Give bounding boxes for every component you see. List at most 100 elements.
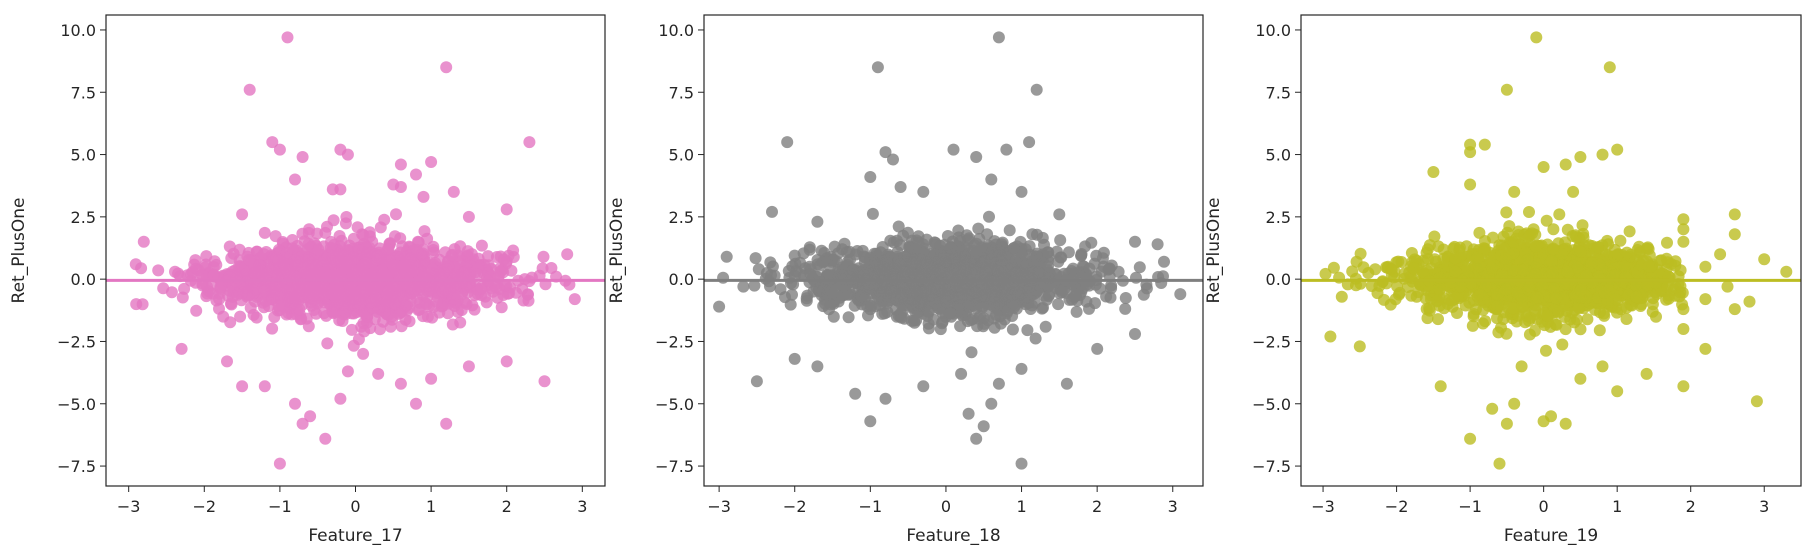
x-tick-label: 2	[1092, 497, 1102, 516]
scatter-point	[568, 293, 581, 306]
scatter-point	[225, 252, 238, 265]
scatter-point	[273, 291, 286, 304]
scatter-point	[1060, 377, 1073, 390]
scatter-point	[901, 226, 914, 239]
scatter-point	[830, 255, 843, 268]
scatter-points	[129, 31, 581, 470]
scatter-point	[914, 267, 927, 280]
scatter-point	[1728, 208, 1741, 221]
scatter-point	[137, 235, 150, 248]
subplot-feature-18: −3 −2 −1 0 1 2 310.07.55.02.50.0−2.5−5.0−7.5Fe…	[607, 14, 1204, 546]
subplot-feature-17: −3 −2 −1 0 1 2 310.07.55.02.50.0−2.5−5.0−7.5Fe…	[9, 14, 606, 546]
scatter-point	[1040, 293, 1053, 306]
scatter-point	[1500, 417, 1513, 430]
scatter-point	[811, 215, 824, 228]
scatter-point	[1324, 330, 1337, 343]
scatter-points	[1319, 31, 1793, 470]
scatter-point	[449, 280, 462, 293]
scatter-point	[1574, 151, 1587, 163]
scatter-point	[442, 260, 455, 273]
scatter-point	[1611, 385, 1624, 398]
scatter-point	[1546, 267, 1559, 280]
scatter-point	[1479, 315, 1492, 328]
scatter-point	[1596, 360, 1609, 373]
scatter-point	[1552, 305, 1565, 318]
scatter-point	[1423, 304, 1436, 317]
scatter-point	[1561, 265, 1574, 278]
scatter-point	[1506, 302, 1519, 315]
scatter-points	[713, 31, 1187, 470]
scatter-point	[341, 302, 354, 315]
scatter-point	[427, 244, 440, 256]
x-tick-label: 2	[502, 497, 512, 516]
scatter-point	[1070, 305, 1083, 318]
scatter-point	[1571, 261, 1584, 274]
scatter-point	[236, 380, 249, 393]
scatter-point	[992, 31, 1005, 44]
scatter-point	[1559, 323, 1572, 336]
scatter-point	[993, 244, 1006, 257]
scatter-point	[817, 284, 830, 297]
scatter-point	[176, 291, 189, 304]
scatter-point	[498, 279, 511, 292]
scatter-point	[319, 226, 332, 239]
scatter-point	[781, 136, 794, 149]
scatter-point	[1743, 295, 1756, 308]
scatter-point	[412, 284, 425, 297]
y-axis-label: Ret_PlusOne	[607, 198, 627, 304]
scatter-point	[1576, 219, 1589, 232]
scatter-point	[1699, 260, 1712, 273]
scatter-point	[1052, 255, 1065, 268]
scatter-point	[862, 309, 874, 322]
scatter-point	[797, 247, 810, 260]
scatter-point	[1433, 283, 1446, 296]
scatter-point	[1474, 288, 1487, 301]
scatter-point	[1478, 138, 1491, 151]
scatter-point	[266, 322, 279, 335]
scatter-point	[1434, 380, 1447, 393]
scatter-point	[152, 264, 165, 277]
scatter-point	[1039, 320, 1052, 333]
scatter-point	[1530, 31, 1543, 44]
scatter-point	[370, 294, 383, 306]
x-tick-label: −1	[1458, 497, 1482, 516]
scatter-point	[1335, 290, 1348, 303]
scatter-point	[1097, 246, 1110, 259]
scatter-point	[406, 265, 419, 278]
scatter-point	[413, 303, 426, 316]
scatter-point	[446, 318, 459, 331]
scatter-point	[523, 136, 536, 149]
scatter-point	[425, 372, 438, 385]
scatter-point	[1437, 252, 1450, 265]
scatter-point	[786, 260, 799, 273]
scatter-point	[1023, 136, 1036, 149]
scatter-point	[1597, 307, 1610, 320]
scatter-point	[429, 280, 441, 293]
scatter-point	[258, 380, 271, 393]
scatter-point	[253, 259, 266, 271]
y-tick-label: 5.0	[669, 146, 694, 165]
x-tick-label: −2	[1385, 497, 1409, 516]
scatter-point	[410, 397, 422, 410]
scatter-point	[1054, 234, 1067, 247]
scatter-point	[403, 301, 415, 314]
scatter-point	[286, 242, 299, 255]
scatter-point	[1119, 292, 1132, 304]
y-tick-label: −7.5	[57, 457, 96, 476]
scatter-point	[1103, 262, 1116, 275]
scatter-point	[1750, 395, 1763, 408]
scatter-point	[1758, 253, 1771, 266]
scatter-point	[1319, 267, 1332, 280]
scatter-point	[1378, 293, 1390, 306]
scatter-point	[990, 308, 1003, 321]
x-tick-label: 2	[1686, 497, 1696, 516]
scatter-point	[929, 238, 942, 251]
scatter-point	[962, 407, 975, 420]
scatter-point	[1416, 266, 1429, 279]
scatter-point	[536, 262, 549, 275]
scatter-point	[426, 263, 439, 276]
scatter-point	[1031, 228, 1043, 241]
scatter-point	[426, 311, 439, 324]
scatter-point	[1508, 397, 1521, 410]
scatter-point	[231, 288, 244, 301]
